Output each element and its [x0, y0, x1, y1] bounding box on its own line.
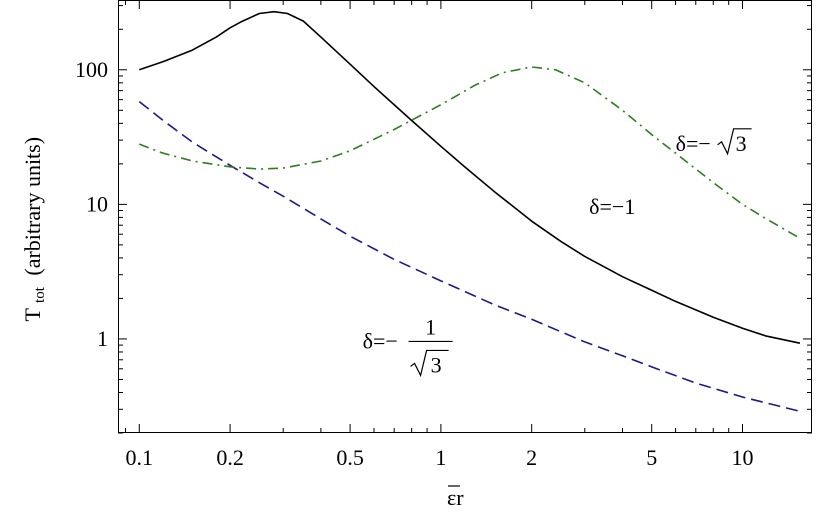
- plot-frame: [118, 0, 812, 433]
- x-tick-label: 10: [731, 445, 753, 470]
- series-layer: [138, 10, 801, 413]
- series-line-solid: [139, 10, 801, 344]
- y-axis-title-text: T tot (arbitrary units): [20, 137, 49, 322]
- ticks-layer: 0.1 0.2 0.5 1 2 5 10 1 10 100: [75, 0, 812, 470]
- x-tick-label: 2: [526, 445, 537, 470]
- y-tick-label: 10: [86, 191, 108, 216]
- series-line-dashed: [138, 100, 801, 413]
- y-axis-title-sub: tot: [32, 286, 48, 303]
- annotations-layer: δ=− 3δ=−1δ=−13: [363, 128, 752, 378]
- annotation-delta-minus-sqrt3: δ=−: [676, 131, 711, 156]
- x-axis-title-text: εr: [447, 485, 464, 510]
- fraction-denominator-radicand: 3: [431, 352, 442, 377]
- sqrt-sign: [717, 128, 752, 156]
- annotation-radicand: 3: [736, 131, 747, 156]
- y-tick-label: 1: [97, 326, 108, 351]
- fraction-numerator: 1: [425, 314, 436, 339]
- annotation-delta-minus-1: δ=−1: [589, 194, 635, 219]
- y-tick-label: 100: [75, 57, 108, 82]
- y-axis-title-rest: (arbitrary units): [20, 137, 45, 276]
- y-axis-title-main: T: [20, 308, 45, 322]
- annotation-delta-minus-frac: δ=−: [363, 328, 398, 353]
- x-tick-label: 0.2: [216, 445, 244, 470]
- x-axis-title: εr: [447, 485, 464, 510]
- x-tick-label: 0.1: [126, 445, 154, 470]
- x-tick-label: 0.5: [336, 445, 364, 470]
- x-tick-label: 1: [435, 445, 446, 470]
- sqrt-sign-denominator: [410, 349, 449, 378]
- x-tick-label: 5: [646, 445, 657, 470]
- y-axis-title: T tot (arbitrary units): [20, 137, 49, 322]
